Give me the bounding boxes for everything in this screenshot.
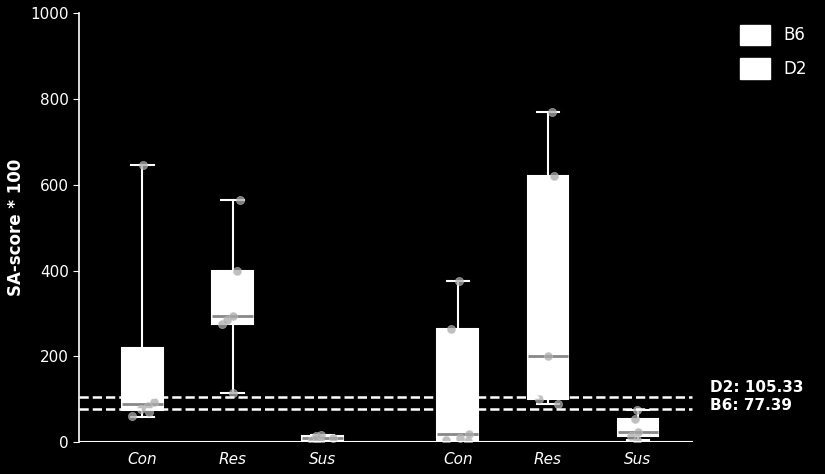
Point [326,434,339,442]
Point [143,409,156,416]
Point [311,435,324,443]
Point [452,277,465,285]
Point [551,400,564,408]
Point [141,402,154,410]
Point [440,437,453,444]
Point [630,437,644,444]
Bar [212,271,252,324]
Point [547,173,560,180]
Point [134,405,148,413]
Point [125,412,139,419]
Point [309,433,323,440]
Bar [618,419,658,436]
Text: D2: 105.33
B6: 77.39: D2: 105.33 B6: 77.39 [710,381,804,413]
Point [233,196,247,203]
Point [148,398,161,405]
Point [445,325,458,332]
Point [226,389,239,397]
Point [532,396,545,403]
Point [454,434,467,442]
Legend: B6, D2: B6, D2 [733,18,813,85]
Point [628,415,641,422]
Point [305,437,318,444]
Point [315,431,328,438]
Point [314,438,327,445]
Bar [122,348,163,410]
Point [462,438,475,445]
Point [137,162,150,169]
Point [226,312,239,319]
Point [215,320,229,328]
Point [462,430,475,438]
Point [631,406,644,414]
Bar [437,328,478,440]
Point [631,428,644,436]
Bar [302,436,343,440]
Point [542,353,555,360]
Bar [527,176,568,400]
Point [220,316,233,324]
Y-axis label: SA-score * 100: SA-score * 100 [7,159,25,296]
Point [545,108,559,116]
Point [625,432,638,440]
Point [230,267,243,274]
